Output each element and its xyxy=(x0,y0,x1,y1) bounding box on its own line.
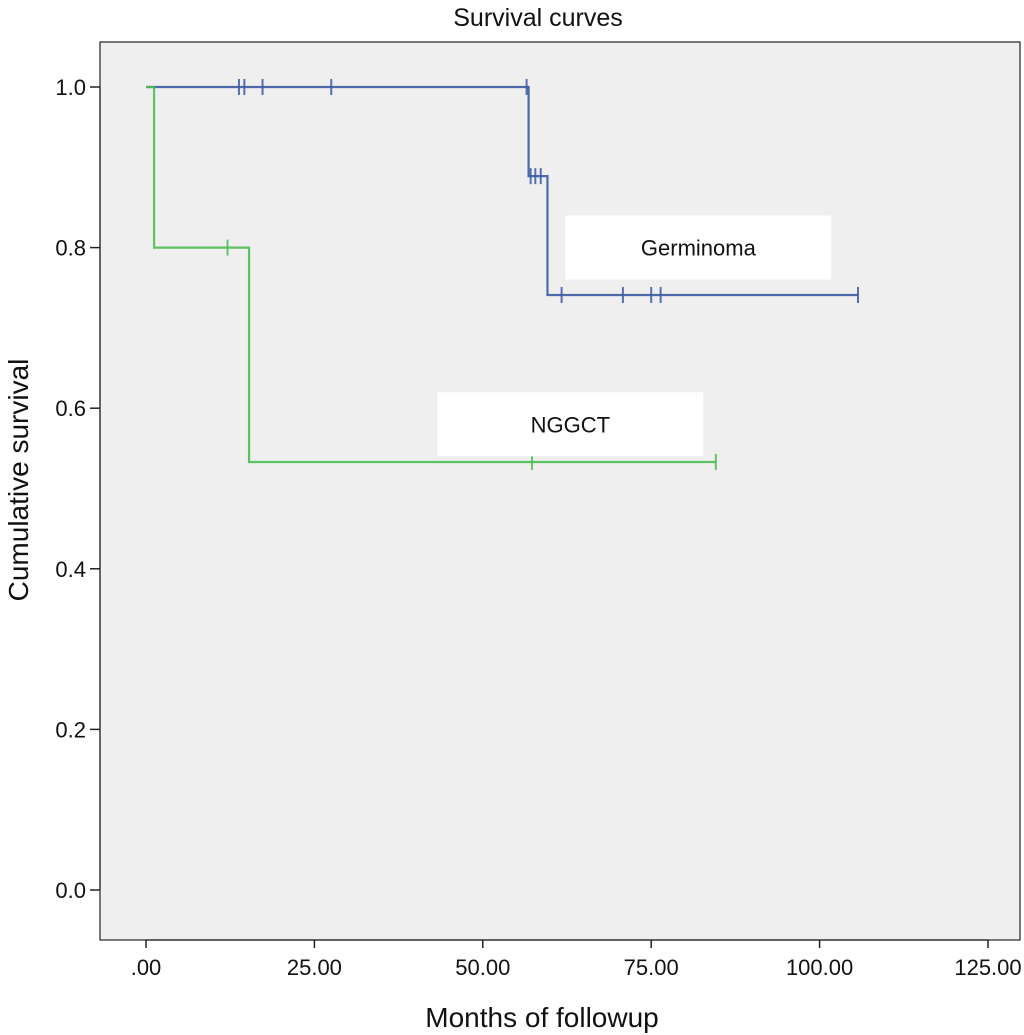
x-axis-label: Months of followup xyxy=(425,1002,658,1033)
annotation-label: NGGCT xyxy=(531,412,610,437)
x-tick-label: 125.00 xyxy=(954,955,1021,980)
series-line-nggct xyxy=(146,85,716,464)
x-tick-label: .00 xyxy=(131,955,162,980)
y-axis-label: Cumulative survival xyxy=(3,359,34,602)
series-line-germinoma xyxy=(146,85,858,297)
annotation-box xyxy=(565,215,832,280)
y-tick-label: 0.6 xyxy=(55,396,86,421)
y-tick-label: 0.0 xyxy=(55,878,86,903)
annotation-label: Germinoma xyxy=(641,236,757,261)
x-tick-label: 50.00 xyxy=(455,955,510,980)
y-tick-label: 0.4 xyxy=(55,557,86,582)
y-tick-label: 0.2 xyxy=(55,717,86,742)
series-layer xyxy=(146,79,859,471)
y-tick-label: 0.8 xyxy=(55,236,86,261)
axis-layer: .00 25.00 50.00 75.00 100.00 125.00 0.0 0.2 0.4 0… xyxy=(55,75,1021,980)
x-tick-label: 100.00 xyxy=(786,955,853,980)
annotation-layer: Germinoma NGGCT xyxy=(437,215,832,457)
x-tick-label: 25.00 xyxy=(287,955,342,980)
chart-title: Survival curves xyxy=(453,4,623,32)
y-tick-label: 1.0 xyxy=(55,75,86,100)
plot-area xyxy=(99,41,1021,941)
annotation-box xyxy=(437,392,704,457)
x-tick-label: 75.00 xyxy=(624,955,679,980)
